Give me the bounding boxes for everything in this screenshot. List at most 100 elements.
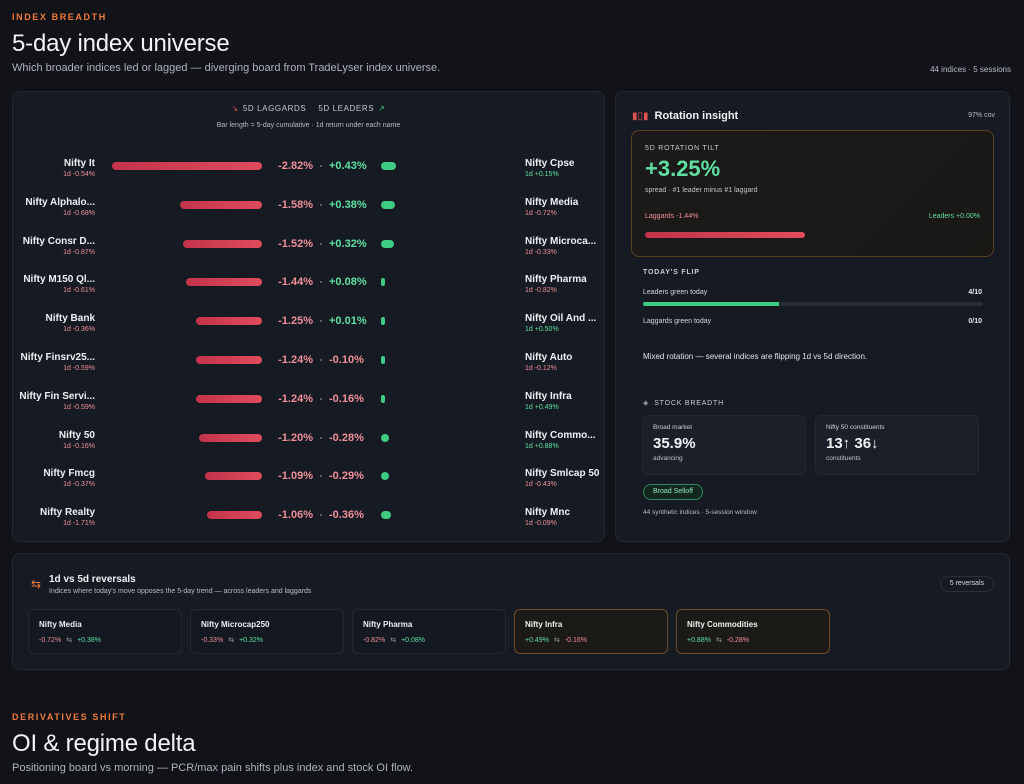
broad-market-sub: advancing: [653, 455, 683, 462]
leader-value: +0.32%: [329, 237, 367, 250]
leader-bar: [381, 433, 389, 442]
leader-1d: 1d -0.12%: [525, 365, 557, 372]
leader-bar: [381, 394, 386, 403]
divider-dot: [320, 281, 322, 284]
nifty50-label: Nifty 50 constituents: [826, 424, 885, 431]
laggard-value: -1.20%: [278, 431, 313, 444]
leader-bar: [381, 200, 395, 209]
legend-laggards: 5D LAGGARDS: [242, 104, 307, 113]
leader-name: Nifty Microca...: [525, 235, 597, 247]
tilt-value: +3.25%: [645, 156, 721, 181]
reversal-5d: -0.28%: [726, 637, 749, 644]
leader-bar: [381, 162, 397, 170]
laggard-bar: [185, 278, 262, 287]
leader-bar: [381, 472, 389, 481]
reversal-values: +0.88% ⇆ -0.28%: [687, 636, 749, 644]
laggard-name: Nifty 50: [58, 429, 95, 441]
layers-icon: ◈: [643, 400, 650, 407]
nifty50-sub: constituents: [826, 455, 861, 462]
laggard-name: Nifty M150 Ql...: [23, 274, 95, 286]
board-row: Nifty Realty 1d -1.71% -1.06% -0.36% Nifty M…: [13, 507, 605, 537]
reversals-count: 5 reversals: [939, 576, 994, 592]
flip-leaders-label: Leaders green today: [643, 289, 708, 296]
laggard-value: -2.82%: [278, 160, 313, 172]
bar-chart-icon: ▮▯▮: [632, 111, 649, 122]
tilt-bar: [645, 232, 805, 238]
reversal-5d: +0.38%: [77, 637, 101, 644]
laggard-bar: [196, 317, 262, 326]
broad-market-card: Broad market 35.9% advancing: [642, 415, 806, 475]
reversal-card[interactable]: Nifty Commodities +0.88% ⇆ -0.28%: [676, 609, 830, 654]
divider-dot: [320, 359, 322, 361]
swap-icon: ⇆: [390, 637, 397, 644]
laggard-bar: [196, 356, 262, 364]
swap-icon: ⇆: [31, 577, 42, 591]
flip-laggards-label: Laggards green today: [643, 318, 712, 325]
reversal-card[interactable]: Nifty Media -0.72% ⇆ +0.38%: [28, 609, 182, 654]
trend-up-icon: ↗: [378, 104, 386, 113]
board-row: Nifty Bank 1d -0.36% -1.25% +0.01% Nifty Oil…: [13, 313, 605, 343]
laggard-bar: [179, 200, 262, 209]
rotation-tilt-card: 5D ROTATION TILT +3.25% spread · #1 lead…: [631, 130, 994, 257]
insight-title-text: Rotation insight: [654, 110, 739, 122]
leader-bar: [381, 356, 385, 364]
leader-name: Nifty Pharma: [525, 274, 587, 286]
laggard-name: Nifty Realty: [39, 507, 95, 519]
reversal-name: Nifty Microcap250: [201, 620, 270, 629]
board-row: Nifty Finsrv25... 1d -0.59% -1.24% -0.10% Ni…: [13, 352, 605, 382]
leader-1d: 1d -0.09%: [525, 520, 557, 528]
laggard-1d: 1d -0.54%: [63, 171, 95, 178]
trend-down-icon: ↘: [231, 104, 239, 113]
leader-1d: 1d -0.33%: [525, 248, 557, 256]
laggard-value: -1.44%: [278, 276, 313, 289]
leader-name: Nifty Cpse: [525, 158, 575, 169]
reversal-1d: -0.82%: [363, 637, 386, 644]
divider-dot: [320, 203, 322, 206]
board-legend: ↘ 5D LAGGARDS 5D LEADERS ↗: [13, 104, 604, 113]
reversal-5d: -0.16%: [564, 637, 587, 644]
laggard-value: -1.06%: [278, 509, 313, 522]
reversal-values: +0.49% ⇆ -0.16%: [525, 636, 587, 644]
leader-value: +0.38%: [329, 198, 367, 211]
reversals-panel: ⇆ 1d vs 5d reversals Indices where today…: [12, 553, 1010, 670]
reversal-name: Nifty Commodities: [687, 620, 758, 629]
leader-bar: [381, 511, 392, 520]
laggard-bar: [206, 511, 262, 520]
reversal-1d: +0.88%: [687, 637, 711, 644]
leader-value: -0.28%: [329, 431, 364, 444]
divider-dot: [320, 436, 322, 439]
laggard-1d: 1d -0.61%: [63, 287, 95, 295]
swap-icon: ⇆: [228, 637, 235, 644]
reversal-card[interactable]: Nifty Microcap250 -0.33% ⇆ +0.32%: [190, 609, 344, 654]
reversal-card[interactable]: Nifty Infra +0.49% ⇆ -0.16%: [514, 609, 668, 654]
reversal-values: -0.33% ⇆ +0.32%: [201, 636, 263, 644]
reversal-name: Nifty Infra: [525, 620, 563, 629]
divider-dot: [320, 397, 322, 400]
reversal-name: Nifty Pharma: [363, 620, 413, 629]
divider-dot: [320, 320, 322, 323]
leader-value: +0.08%: [329, 276, 367, 289]
laggard-bar: [182, 239, 262, 248]
reversal-card[interactable]: Nifty Pharma -0.82% ⇆ +0.08%: [352, 609, 506, 654]
tilt-label: 5D ROTATION TILT: [645, 145, 720, 152]
stock-breadth-title: ◈ STOCK BREADTH: [643, 399, 724, 407]
tilt-leaders: Leaders +0.00%: [928, 213, 980, 220]
divider-dot: [320, 242, 322, 245]
reversal-name: Nifty Media: [39, 620, 82, 629]
reversal-1d: +0.49%: [525, 637, 549, 644]
board-row: Nifty Alphalo... 1d -0.68% -1.58% +0.38% Nif…: [13, 197, 605, 227]
leader-name: Nifty Oil And ...: [525, 313, 597, 325]
section2-subtitle: Positioning board vs morning — PCR/max p…: [12, 762, 414, 774]
laggard-bar: [199, 433, 262, 442]
leader-bar: [381, 278, 385, 287]
breadth-footer: 44 synthetic indices · 5-session window: [643, 509, 757, 516]
laggard-name: Nifty Finsrv25...: [20, 352, 95, 363]
stock-breadth-title-text: STOCK BREADTH: [654, 400, 724, 407]
leader-1d: 1d -0.72%: [525, 209, 557, 217]
broad-market-label: Broad market: [653, 424, 693, 431]
laggard-bar: [196, 394, 262, 403]
coverage-label: 97% cov: [968, 112, 995, 119]
leader-name: Nifty Smlcap 50: [525, 468, 600, 480]
leader-1d: 1d -0.82%: [525, 287, 557, 295]
laggard-value: -1.52%: [278, 237, 313, 250]
